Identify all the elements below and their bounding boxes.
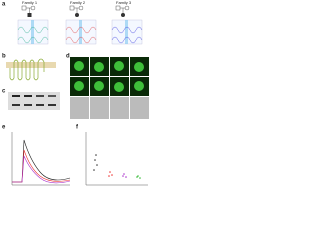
- panel-label: a: [2, 2, 6, 8]
- family-label: Family 2: [70, 0, 86, 5]
- family-label: Family 3: [116, 0, 132, 5]
- chromatograms: [17, 19, 143, 45]
- panel-label: b: [2, 54, 6, 60]
- panel-label: f: [76, 125, 79, 131]
- scatter-plot: [85, 132, 148, 186]
- family-label: Family 1: [22, 0, 38, 5]
- microscopy-images: [70, 57, 149, 119]
- panel-label: c: [2, 89, 6, 95]
- panel-label: d: [66, 54, 70, 60]
- western-blot: [8, 92, 60, 110]
- panel-label: e: [2, 125, 6, 131]
- pedigrees: [21, 5, 130, 17]
- figure: a Family 1 Family 2 Family 3 b c d e f: [0, 0, 150, 193]
- line-chart: [11, 132, 71, 186]
- topology-diagram: [6, 58, 56, 81]
